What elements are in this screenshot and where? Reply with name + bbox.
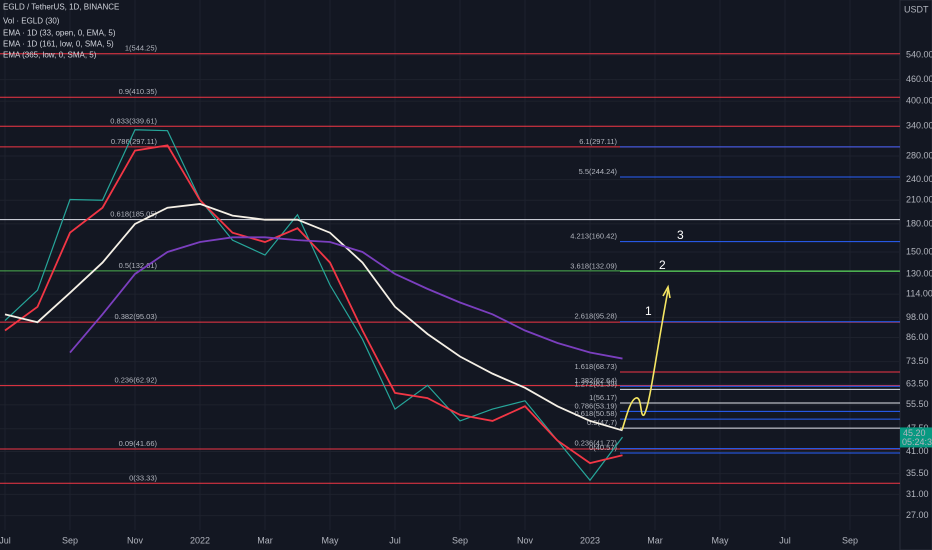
x-tick-label: 2023 (580, 535, 600, 545)
annotation: 2 (659, 258, 666, 272)
fib-label: 0.833(339.61) (110, 116, 157, 125)
y-tick-label: 73.50 (906, 356, 929, 366)
legend-line: EMA (365, low, 0, SMA, 5) (3, 51, 97, 60)
y-tick-label: 63.50 (906, 379, 929, 389)
fib-label: 0.236(41.77) (574, 439, 617, 448)
y-tick-label: 150.00 (906, 246, 932, 256)
y-tick-label: 180.00 (906, 218, 932, 228)
series-line (4, 129, 623, 482)
fib-label: 5.5(244.24) (579, 167, 618, 176)
x-tick-label: Jul (0, 535, 11, 545)
y-tick-label: 340.00 (906, 120, 932, 130)
y-tick-label: 27.00 (906, 510, 929, 520)
x-tick-label: Jul (779, 535, 791, 545)
fib-label: 1.272(61.39) (574, 379, 617, 388)
fib-label: 0.9(410.35) (119, 87, 158, 96)
fib-label: 0(40.57) (589, 443, 617, 452)
y-tick-label: 86.00 (906, 332, 929, 342)
series-line (4, 144, 623, 465)
y-unit: USDT (904, 4, 929, 14)
fib-label: 0.09(41.66) (119, 439, 158, 448)
fib-label: 4.213(160.42) (570, 232, 617, 241)
x-tick-label: Sep (62, 535, 78, 545)
fib-label: 0.5(132.61) (119, 261, 158, 270)
fib-label: 1(544.25) (125, 44, 158, 53)
y-tick-label: 280.00 (906, 150, 932, 160)
x-tick-label: Nov (517, 535, 534, 545)
x-tick-label: Mar (647, 535, 663, 545)
fib-label: 1.382(62.64) (574, 376, 617, 385)
grid (0, 0, 900, 530)
fib-label: 0.5(47.7) (587, 418, 618, 427)
fib-label: 3.618(132.09) (570, 262, 617, 271)
y-tick-label: 55.50 (906, 399, 929, 409)
fib-label: 1.618(68.73) (574, 362, 617, 371)
fib-label: 1(56.17) (589, 393, 617, 402)
x-tick-label: Jul (389, 535, 401, 545)
annotation: 1 (645, 304, 652, 318)
series-line (4, 203, 623, 432)
fib-label: 0(33.33) (129, 473, 157, 482)
axis-labels: 27.0031.0035.5041.0047.5055.5063.5073.50… (0, 49, 932, 545)
x-tick-label: May (711, 535, 729, 545)
fib-label: 0.786(53.19) (574, 401, 617, 410)
fib-label: 0.618(50.58) (574, 409, 617, 418)
price-tag (900, 427, 932, 448)
y-tick-label: 35.50 (906, 468, 929, 478)
x-tick-label: 2022 (190, 535, 210, 545)
y-tick-label: 540.00 (906, 49, 932, 59)
y-tick-label: 31.00 (906, 489, 929, 499)
price-tag-value: 45.20 (903, 428, 926, 438)
price-axis (899, 0, 932, 550)
y-tick-label: 98.00 (906, 312, 929, 322)
x-tick-label: Mar (257, 535, 273, 545)
fib-label: 0.382(95.03) (114, 312, 157, 321)
legend-line: EMA · 1D (161, low, 0, SMA, 5) (3, 40, 114, 49)
fib-label: 2.618(95.28) (574, 312, 617, 321)
fib-label: 0.618(185.05) (110, 210, 157, 219)
x-tick-label: Sep (452, 535, 468, 545)
y-tick-label: 130.00 (906, 268, 932, 278)
y-tick-label: 41.00 (906, 446, 929, 456)
y-tick-label: 114.00 (906, 289, 932, 299)
y-tick-label: 400.00 (906, 95, 932, 105)
projection-arrow (662, 284, 671, 299)
annotation: 3 (677, 228, 684, 242)
fib-label: 0.236(62.92) (114, 376, 157, 385)
legend-line: Vol · EGLD (30) (3, 17, 60, 26)
y-tick-label: 460.00 (906, 74, 932, 84)
x-tick-label: Nov (127, 535, 144, 545)
y-tick-label: 210.00 (906, 195, 932, 205)
projection-path (621, 289, 669, 431)
x-tick-label: Sep (842, 535, 858, 545)
y-tick-label: 240.00 (906, 174, 932, 184)
fib-levels: 1(544.25) 0.9(410.35) 0.833(339.61) 0.786(2… (0, 44, 900, 484)
chart-title: EGLD / TetherUS, 1D, BINANCE (3, 3, 119, 12)
series-line (69, 236, 623, 360)
x-tick-label: May (321, 535, 339, 545)
legend-line: EMA · 1D (33, open, 0, EMA, 5) (3, 29, 116, 38)
price-tag-countdown: 05:24:31 (902, 437, 932, 447)
fib-label: 0.786(297.11) (111, 137, 158, 146)
fib-label: 6.1(297.11) (579, 137, 617, 146)
series (4, 129, 623, 482)
